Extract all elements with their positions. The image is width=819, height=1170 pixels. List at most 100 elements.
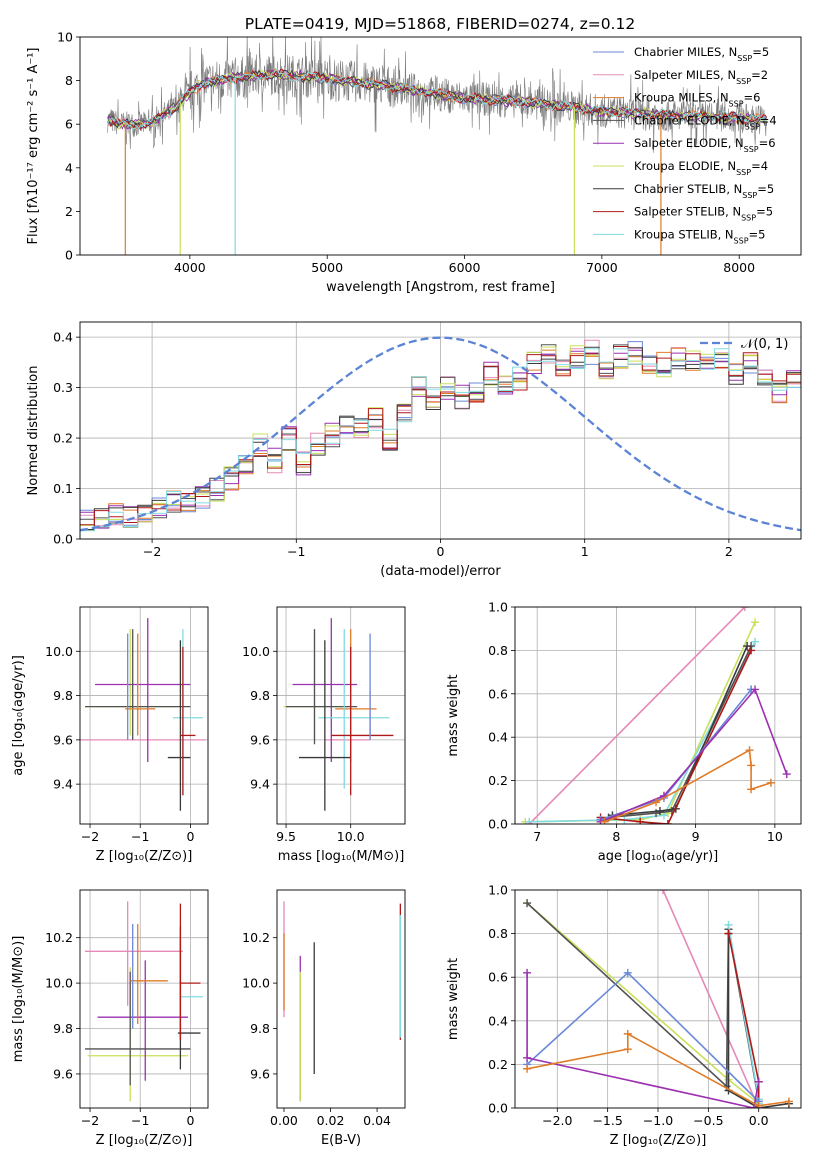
x-tick-label: −2 xyxy=(81,1113,99,1128)
weight-line xyxy=(526,972,760,1108)
y-tick-label: 8 xyxy=(65,73,73,88)
y-tick-label: 9.6 xyxy=(53,1066,73,1081)
figure-title: PLATE=0419, MJD=51868, FIBERID=0274, z=0… xyxy=(245,15,635,33)
x-tick-label: 0 xyxy=(437,544,445,559)
y-tick-label: 0.8 xyxy=(488,643,508,658)
weight-line xyxy=(604,748,772,823)
weight-marker xyxy=(751,685,760,694)
y-tick-label: 0.8 xyxy=(488,926,508,941)
x-tick-label: 1 xyxy=(581,544,589,559)
mass_vs_Z-frame xyxy=(79,889,209,1109)
histogram-step xyxy=(80,339,801,539)
age_vs_Z-frame xyxy=(79,606,209,825)
weight-line xyxy=(525,621,756,823)
x-tick-label: −2 xyxy=(143,544,161,559)
x-tick-label: −2 xyxy=(81,829,99,844)
normal-curve xyxy=(80,336,801,532)
weight-line xyxy=(727,933,790,1108)
x-axis-label: wavelength [Angstrom, rest frame] xyxy=(326,280,555,295)
spectrum-axes: 4000 5000 6000 7000 8000 0 2 4 6 8 10 wavelength [A… xyxy=(26,30,755,296)
weight-marker xyxy=(784,1097,793,1106)
legend-label: Chabrier ELODIE, NSSP=4 xyxy=(634,113,777,130)
weight-marker xyxy=(623,1045,632,1054)
x-tick-label: 6000 xyxy=(449,260,481,275)
weight-marker xyxy=(754,1101,763,1108)
x-tick-label: 2 xyxy=(725,544,733,559)
y-tick-label: 0.0 xyxy=(488,817,508,832)
weight-line xyxy=(662,890,760,1108)
massweight_vs_Z-series xyxy=(523,890,793,1108)
y-tick-label: 0.4 xyxy=(53,330,73,345)
weight-marker xyxy=(740,607,749,611)
weight-marker xyxy=(523,1053,532,1062)
histogram-step xyxy=(80,344,801,539)
weight-marker xyxy=(600,817,609,824)
y-tick-label: 9.8 xyxy=(250,688,270,703)
x-tick-label: 8 xyxy=(612,829,620,844)
weight-marker xyxy=(525,817,534,824)
x-axis-label: Z [log₁₀(Z/Z⊙)] xyxy=(610,1133,707,1148)
legend-label: Salpeter STELIB, NSSP=5 xyxy=(634,205,773,223)
histogram-series xyxy=(80,336,801,539)
legend-label: Chabrier STELIB, NSSP=5 xyxy=(634,182,774,200)
x-axis-label: Z [log₁₀(Z/Z⊙)] xyxy=(96,849,193,864)
legend-label: Kroupa STELIB, NSSP=5 xyxy=(634,227,765,245)
weight-line xyxy=(529,641,756,823)
x-tick-label: 10 xyxy=(767,829,783,844)
x-tick-label: 8000 xyxy=(723,260,755,275)
y-tick-label: 6 xyxy=(65,117,73,132)
x-tick-label: 0.0 xyxy=(749,1113,769,1128)
massweight_vs_age-series xyxy=(521,607,791,824)
y-tick-label: 2 xyxy=(65,204,73,219)
weight-marker xyxy=(745,746,754,755)
mass_vs_EBV-axes: 0.00 0.02 0.04 9.6 9.8 10.0 10.2 E(B-V) xyxy=(242,930,391,1148)
weight-line xyxy=(526,971,760,1108)
x-tick-label: 9 xyxy=(692,829,700,844)
x-axis-label: (data-model)/error xyxy=(380,564,501,579)
weight-marker xyxy=(636,817,645,824)
x-axis-label: E(B-V) xyxy=(321,1133,361,1148)
y-tick-label: 10.0 xyxy=(45,976,73,991)
massweight_vs_age-frame xyxy=(514,606,802,825)
y-tick-label: 0.4 xyxy=(488,1013,508,1028)
massweight_vs_age-axes: 7 8 9 10 0.0 0.2 0.4 0.6 0.8 1.0 age [log₁₀(age/yr… xyxy=(446,600,801,864)
weight-line xyxy=(600,688,752,821)
y-axis-label: Flux [fλ10⁻¹⁷ erg cm⁻² s⁻¹ A⁻¹] xyxy=(26,48,41,245)
weight-marker xyxy=(659,890,668,894)
weight-marker xyxy=(782,770,791,779)
y-tick-label: 10 xyxy=(57,30,73,45)
x-axis-label: age [log₁₀(age/yr)] xyxy=(598,849,719,864)
y-tick-label: 0.0 xyxy=(488,1101,508,1116)
mass_vs_EBV-points xyxy=(283,901,401,1102)
weight-marker xyxy=(747,761,756,770)
legend-label: Kroupa MILES, NSSP=6 xyxy=(634,91,760,109)
y-tick-label: 10.0 xyxy=(242,976,270,991)
x-tick-label: −1 xyxy=(131,829,149,844)
weight-marker xyxy=(655,806,664,815)
x-tick-label: 10.0 xyxy=(337,829,365,844)
x-tick-label: −0.5 xyxy=(693,1113,723,1128)
spectrum-frame xyxy=(79,36,802,256)
massweight_vs_Z-frame xyxy=(514,889,802,1109)
age_vs_Z-points xyxy=(80,618,206,811)
x-tick-label: 5000 xyxy=(311,260,343,275)
weight-marker xyxy=(751,618,760,627)
model-spectrum xyxy=(107,68,767,129)
y-tick-label: 1.0 xyxy=(488,883,508,898)
legend-label: 𝒩(0, 1) xyxy=(741,337,788,352)
spectrum-series xyxy=(107,37,768,255)
x-tick-label: 7 xyxy=(533,829,541,844)
legend-label: Salpeter MILES, NSSP=2 xyxy=(634,68,768,86)
weight-marker xyxy=(747,646,756,655)
y-tick-label: 9.4 xyxy=(53,777,73,792)
x-tick-label: −1 xyxy=(287,544,305,559)
y-tick-label: 10.0 xyxy=(242,644,270,659)
y-tick-label: 0 xyxy=(65,248,73,263)
y-tick-label: 4 xyxy=(65,160,73,175)
weight-marker xyxy=(623,1029,632,1038)
y-tick-label: 1.0 xyxy=(488,600,508,615)
y-tick-label: 0.6 xyxy=(488,686,508,701)
weight-line xyxy=(600,687,788,823)
x-tick-label: 0 xyxy=(186,829,194,844)
